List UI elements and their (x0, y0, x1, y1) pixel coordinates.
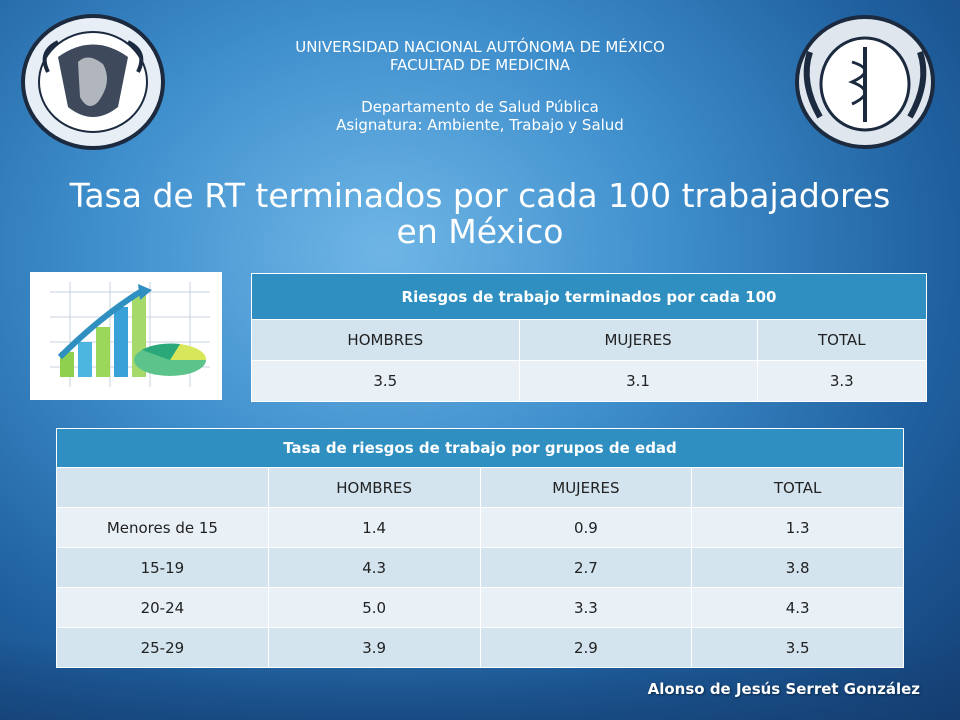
age-group-table: Tasa de riesgos de trabajo por grupos de… (56, 428, 904, 668)
author-name: Alonso de Jesús Serret González (647, 680, 920, 698)
table-cell: 3.3 (479, 587, 693, 628)
institution-header: UNIVERSIDAD NACIONAL AUTÓNOMA DE MÉXICO … (190, 38, 770, 74)
column-header: HOMBRES (267, 467, 481, 508)
table-row: Menores de 15 1.4 0.9 1.3 (56, 507, 904, 548)
table-cell: 0.9 (479, 507, 693, 548)
table-cell: 25-29 (56, 627, 269, 668)
table-cell: 4.3 (267, 547, 481, 588)
column-header: MUJERES (518, 319, 758, 361)
table-cell: 2.7 (479, 547, 693, 588)
table-row: 15-19 4.3 2.7 3.8 (56, 547, 904, 588)
course-name: Asignatura: Ambiente, Trabajo y Salud (336, 116, 624, 134)
summary-table-title: Riesgos de trabajo terminados por cada 1… (251, 273, 927, 320)
table-cell: 1.4 (267, 507, 481, 548)
age-group-table-header-row: HOMBRES MUJERES TOTAL (56, 467, 904, 508)
table-cell: 20-24 (56, 587, 269, 628)
department-name: Departamento de Salud Pública (361, 98, 599, 116)
table-cell: 2.9 (479, 627, 693, 668)
facultad-medicina-seal-icon (795, 15, 935, 149)
table-cell: 3.8 (691, 547, 904, 588)
table-cell: 3.3 (756, 360, 928, 402)
table-cell: 4.3 (691, 587, 904, 628)
table-row: 25-29 3.9 2.9 3.5 (56, 627, 904, 668)
table-cell: 3.5 (691, 627, 904, 668)
table-cell: 5.0 (267, 587, 481, 628)
column-header: HOMBRES (251, 319, 520, 361)
summary-table: Riesgos de trabajo terminados por cada 1… (251, 273, 928, 402)
summary-table-header-row: HOMBRES MUJERES TOTAL (251, 319, 928, 361)
table-cell: 3.1 (518, 360, 758, 402)
faculty-name: FACULTAD DE MEDICINA (389, 56, 571, 74)
table-cell: 3.9 (267, 627, 481, 668)
table-cell: Menores de 15 (56, 507, 269, 548)
university-name: UNIVERSIDAD NACIONAL AUTÓNOMA DE MÉXICO (295, 38, 665, 56)
age-group-table-title: Tasa de riesgos de trabajo por grupos de… (56, 428, 904, 468)
slide-title: Tasa de RT terminados por cada 100 traba… (20, 178, 940, 250)
bar-and-pie-chart-illustration-icon (30, 272, 222, 400)
table-row: 3.5 3.1 3.3 (251, 360, 928, 402)
slide-title-line2: en México (396, 212, 564, 251)
age-group-table-title-row: Tasa de riesgos de trabajo por grupos de… (56, 428, 904, 468)
column-header: TOTAL (691, 467, 904, 508)
slide-title-line1: Tasa de RT terminados por cada 100 traba… (69, 176, 891, 215)
column-header: MUJERES (479, 467, 693, 508)
column-header (56, 467, 269, 508)
table-cell: 15-19 (56, 547, 269, 588)
table-cell: 3.5 (251, 360, 520, 402)
column-header: TOTAL (756, 319, 928, 361)
summary-table-title-row: Riesgos de trabajo terminados por cada 1… (251, 273, 927, 320)
unam-seal-icon (21, 14, 165, 150)
department-header: Departamento de Salud Pública Asignatura… (190, 98, 770, 134)
table-row: 20-24 5.0 3.3 4.3 (56, 587, 904, 628)
table-cell: 1.3 (691, 507, 904, 548)
